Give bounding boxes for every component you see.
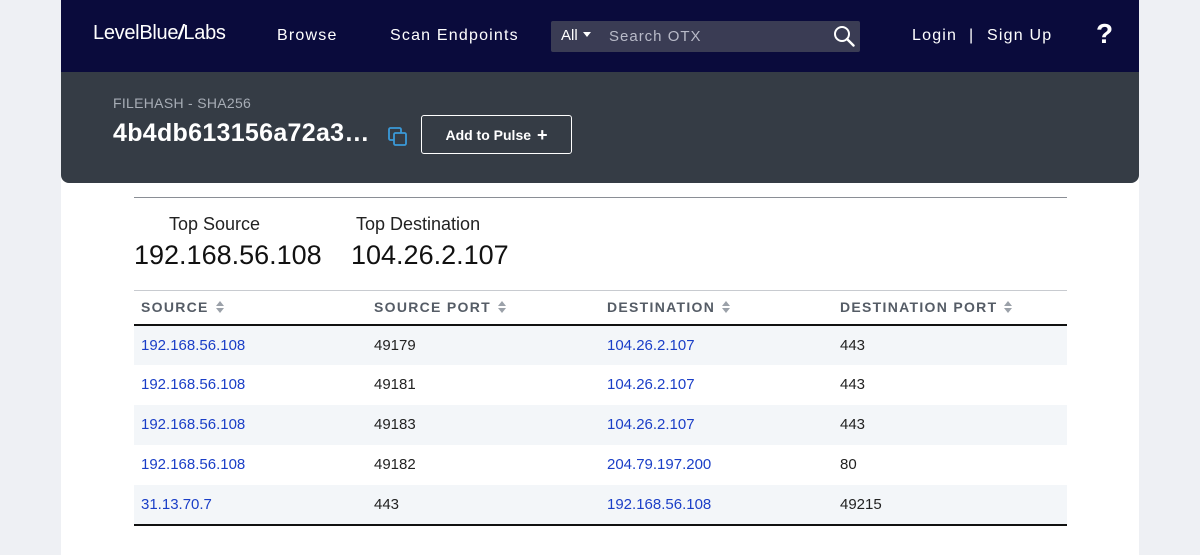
copy-icon[interactable] <box>387 126 409 153</box>
top-destination-value: 104.26.2.107 <box>351 240 509 270</box>
source-cell: 192.168.56.108 <box>134 325 367 365</box>
table-row: 192.168.56.108 49181 104.26.2.107 443 <box>134 365 1067 405</box>
table-row: 192.168.56.108 49182 204.79.197.200 80 <box>134 445 1067 485</box>
source-cell: 192.168.56.108 <box>134 365 367 405</box>
source-cell: 192.168.56.108 <box>134 445 367 485</box>
destination-link[interactable]: 204.79.197.200 <box>607 456 712 473</box>
table-row: 31.13.70.7 443 192.168.56.108 49215 <box>134 484 1067 525</box>
search-scope-select[interactable]: All <box>561 27 591 44</box>
top-source-label: Top Source <box>169 214 261 234</box>
destination-port-cell: 80 <box>840 456 857 473</box>
destination-port-cell: 443 <box>840 376 866 393</box>
source-port-cell: 49183 <box>374 416 416 433</box>
source-link[interactable]: 192.168.56.108 <box>141 376 246 393</box>
destination-link[interactable]: 104.26.2.107 <box>607 376 695 393</box>
column-header-destination[interactable]: DESTINATION <box>600 291 833 325</box>
column-header-destination-port[interactable]: DESTINATION PORT <box>833 291 1067 325</box>
column-header-source-port[interactable]: SOURCE PORT <box>367 291 600 325</box>
sort-icon <box>722 301 731 314</box>
table-row: 192.168.56.108 49179 104.26.2.107 443 <box>134 324 1067 365</box>
brand-logo[interactable]: LevelBlue/Labs <box>93 22 226 44</box>
caret-down-icon <box>582 32 591 37</box>
source-port-cell: 49179 <box>374 336 416 354</box>
destination-cell: 204.79.197.200 <box>600 445 833 485</box>
source-link[interactable]: 31.13.70.7 <box>141 495 212 513</box>
table-header-row: SOURCE SOURCE PORT DESTINATION DESTINATI… <box>134 290 1067 325</box>
plus-icon: + <box>537 124 548 145</box>
nav-separator: | <box>969 27 974 44</box>
add-to-pulse-button[interactable]: Add to Pulse + <box>421 115 572 154</box>
source-port-cell: 49182 <box>374 456 416 473</box>
source-cell: 31.13.70.7 <box>134 485 367 525</box>
section-divider <box>134 197 1067 198</box>
source-link[interactable]: 192.168.56.108 <box>141 416 246 433</box>
indicator-type-label: FILEHASH - SHA256 <box>113 95 252 111</box>
nav-scan-endpoints-link[interactable]: Scan Endpoints <box>390 27 519 44</box>
sort-icon <box>215 301 224 314</box>
indicator-header: FILEHASH - SHA256 4b4db613156a72a3… Add … <box>61 72 1139 183</box>
source-link[interactable]: 192.168.56.108 <box>141 456 246 473</box>
source-link[interactable]: 192.168.56.108 <box>141 336 246 354</box>
search-input[interactable] <box>609 24 819 49</box>
search-bar: All <box>551 21 860 52</box>
destination-cell: 104.26.2.107 <box>600 405 833 445</box>
destination-link[interactable]: 192.168.56.108 <box>607 495 712 513</box>
source-cell: 192.168.56.108 <box>134 405 367 445</box>
destination-link[interactable]: 104.26.2.107 <box>607 416 695 433</box>
destination-cell: 192.168.56.108 <box>600 485 833 525</box>
destination-port-cell: 443 <box>840 336 866 354</box>
connections-table: SOURCE SOURCE PORT DESTINATION DESTINATI… <box>134 290 1067 526</box>
sort-icon <box>497 301 506 314</box>
signup-link[interactable]: Sign Up <box>987 27 1053 44</box>
destination-port-cell: 443 <box>840 416 866 433</box>
search-icon[interactable] <box>833 25 855 52</box>
nav-browse-link[interactable]: Browse <box>277 27 338 44</box>
top-navbar: LevelBlue/Labs Browse Scan Endpoints All… <box>61 0 1139 72</box>
destination-cell: 104.26.2.107 <box>600 325 833 365</box>
destination-cell: 104.26.2.107 <box>600 365 833 405</box>
login-link[interactable]: Login <box>912 27 958 44</box>
destination-link[interactable]: 104.26.2.107 <box>607 336 695 354</box>
help-icon[interactable]: ? <box>1096 18 1114 49</box>
destination-port-cell: 49215 <box>840 495 882 513</box>
table-row: 192.168.56.108 49183 104.26.2.107 443 <box>134 404 1067 445</box>
column-header-source[interactable]: SOURCE <box>134 291 367 325</box>
sort-icon <box>1004 301 1013 314</box>
top-destination-label: Top Destination <box>356 214 481 234</box>
source-port-cell: 49181 <box>374 376 416 393</box>
indicator-hash: 4b4db613156a72a3… <box>113 119 370 147</box>
top-source-value: 192.168.56.108 <box>134 240 322 270</box>
source-port-cell: 443 <box>374 495 400 513</box>
